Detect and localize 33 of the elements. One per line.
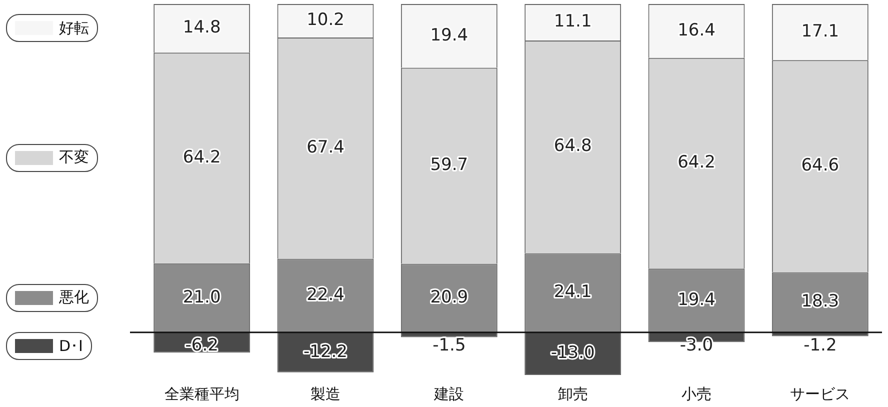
data-label: 20.9 <box>430 287 468 308</box>
data-label: 64.6 <box>801 156 840 176</box>
data-label: 64.8 <box>554 136 592 156</box>
data-label: 19.4 <box>678 290 716 310</box>
data-label: -1.2 <box>804 336 837 356</box>
data-label: 14.8 <box>182 18 221 38</box>
x-tick-label: 製造 <box>310 386 340 404</box>
legend-label: D･I <box>59 337 83 356</box>
data-label: 24.1 <box>554 282 592 302</box>
legend-label: 悪化 <box>59 288 89 308</box>
data-label: 16.4 <box>678 20 716 40</box>
data-label: -6.2 <box>185 336 218 356</box>
x-tick-label: サービス <box>790 386 850 404</box>
data-label: 67.4 <box>306 138 344 158</box>
x-tick-label: 建設 <box>433 386 464 404</box>
data-label: 19.4 <box>430 25 468 46</box>
data-label: -12.2 <box>304 342 348 362</box>
data-label: -13.0 <box>550 343 595 364</box>
data-label: -1.5 <box>432 336 466 356</box>
data-label: 64.2 <box>678 152 716 173</box>
x-tick-label: 全業種平均 <box>164 386 240 404</box>
legend-label: 不変 <box>59 148 89 168</box>
x-tick-label: 卸売 <box>558 386 588 404</box>
data-label: 21.0 <box>182 287 221 308</box>
data-label: -3.0 <box>680 336 714 356</box>
data-label: 11.1 <box>554 12 592 32</box>
legend-label: 好転 <box>59 18 89 38</box>
data-label: 10.2 <box>306 10 344 30</box>
data-label: 64.2 <box>182 147 221 168</box>
data-label: 17.1 <box>801 21 840 42</box>
x-tick-label: 小売 <box>682 386 712 404</box>
data-label: 22.4 <box>306 284 344 305</box>
data-label: 59.7 <box>430 155 468 176</box>
